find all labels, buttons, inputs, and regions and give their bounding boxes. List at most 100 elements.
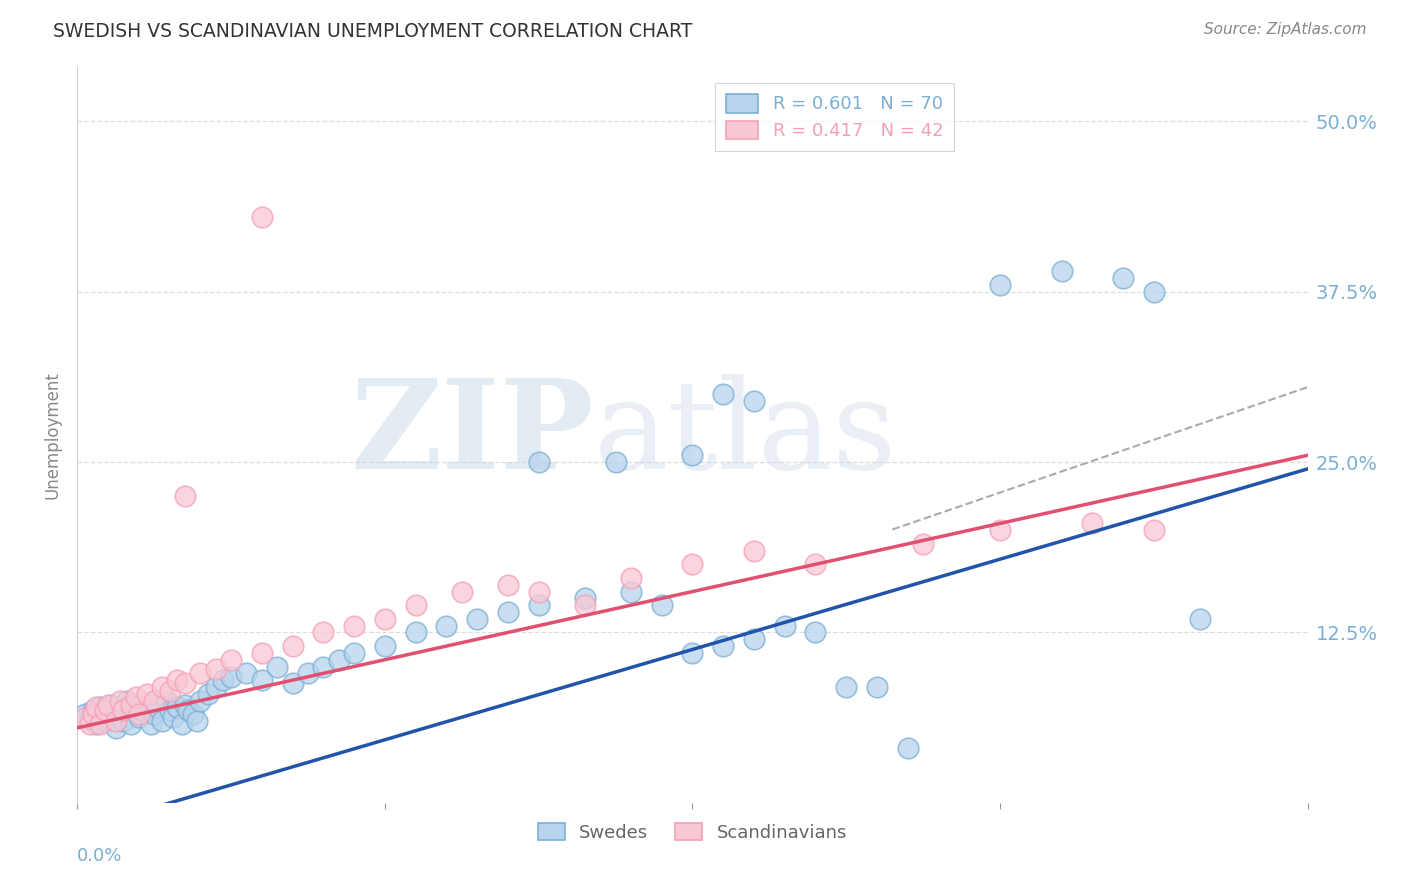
Point (73, 711, 96, 725)
Point (343, 646, 366, 660)
Point (112, 714, 135, 728)
Point (125, 700, 148, 714)
Point (174, 489, 197, 503)
Legend: Swedes, Scandinavians: Swedes, Scandinavians (530, 816, 855, 849)
Point (94, 703, 117, 717)
Point (150, 714, 173, 728)
Point (166, 700, 188, 714)
Point (159, 703, 181, 717)
Point (988, 277, 1011, 292)
Point (804, 558, 827, 572)
Point (804, 625, 827, 640)
Point (773, 618, 796, 632)
Point (188, 666, 212, 681)
Point (235, 666, 257, 681)
Point (574, 598, 596, 612)
Point (181, 707, 204, 722)
Point (188, 693, 212, 707)
Point (170, 716, 193, 731)
Point (100, 698, 122, 712)
Point (343, 618, 366, 632)
Point (988, 523, 1011, 537)
Point (897, 741, 920, 756)
Point (104, 721, 127, 735)
Point (405, 625, 427, 640)
Point (250, 210, 273, 224)
Point (651, 598, 673, 612)
Point (155, 693, 177, 707)
Point (1112, 271, 1135, 285)
Point (496, 605, 519, 619)
Y-axis label: Unemployment: Unemployment (44, 371, 62, 499)
Point (84, 700, 107, 714)
Point (162, 710, 184, 724)
Text: ZIP: ZIP (350, 375, 595, 495)
Point (682, 448, 704, 462)
Point (146, 700, 169, 714)
Point (266, 659, 288, 673)
Point (186, 714, 208, 728)
Point (143, 693, 166, 707)
Point (312, 625, 335, 640)
Point (143, 707, 166, 722)
Point (150, 680, 173, 694)
Point (328, 653, 350, 667)
Point (82, 707, 104, 722)
Point (835, 680, 858, 694)
Point (620, 584, 643, 599)
Point (135, 698, 157, 712)
Point (104, 714, 127, 728)
Point (574, 591, 596, 606)
Point (742, 632, 765, 647)
Point (128, 707, 150, 722)
Point (465, 612, 488, 626)
Point (174, 676, 197, 690)
Point (1143, 285, 1166, 299)
Point (250, 673, 273, 688)
Point (135, 687, 157, 701)
Point (120, 698, 142, 712)
Point (204, 662, 226, 676)
Point (73, 707, 96, 722)
Point (94, 714, 117, 728)
Point (110, 693, 132, 707)
Point (79, 716, 101, 731)
Point (374, 639, 396, 653)
Point (112, 703, 135, 717)
Point (177, 703, 200, 717)
Point (97, 698, 120, 712)
Point (405, 598, 427, 612)
Point (1050, 264, 1073, 278)
Text: SWEDISH VS SCANDINAVIAN UNEMPLOYMENT CORRELATION CHART: SWEDISH VS SCANDINAVIAN UNEMPLOYMENT COR… (53, 22, 693, 41)
Point (742, 393, 765, 408)
Point (682, 646, 704, 660)
Text: atlas: atlas (595, 375, 897, 495)
Point (527, 584, 550, 599)
Point (212, 673, 235, 688)
Point (128, 710, 150, 724)
Point (620, 571, 643, 585)
Point (866, 680, 889, 694)
Point (742, 543, 765, 558)
Point (141, 716, 163, 731)
Point (281, 676, 304, 690)
Point (374, 612, 396, 626)
Point (115, 693, 138, 707)
Point (682, 558, 704, 572)
Point (174, 698, 197, 712)
Point (89, 700, 111, 714)
Text: 0.0%: 0.0% (77, 847, 122, 865)
Point (219, 670, 242, 684)
Point (79, 711, 101, 725)
Point (1188, 612, 1211, 626)
Point (312, 659, 335, 673)
Point (204, 680, 226, 694)
Point (1143, 523, 1166, 537)
Point (605, 455, 627, 469)
Point (82, 703, 104, 717)
Point (527, 455, 550, 469)
Point (197, 687, 219, 701)
Point (219, 653, 242, 667)
Point (1081, 516, 1104, 531)
Point (166, 673, 188, 688)
